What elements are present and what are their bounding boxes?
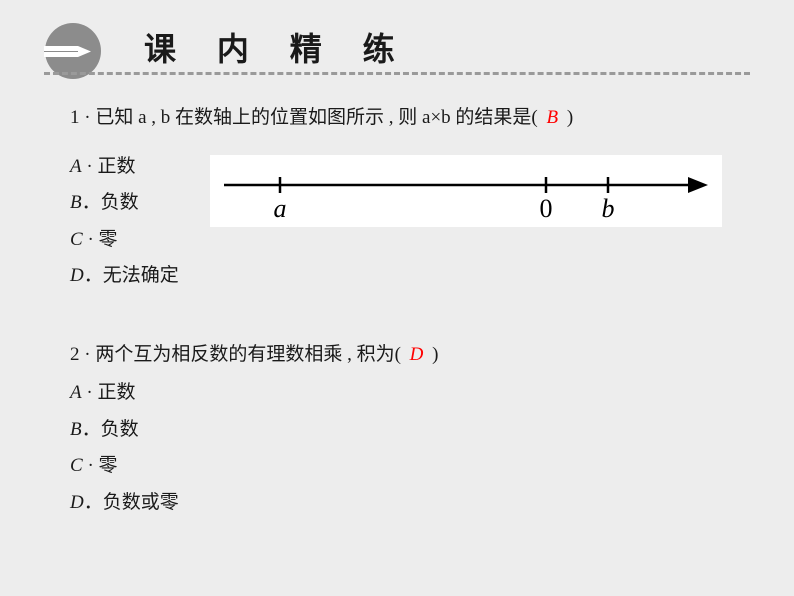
q2-stem: 2 · 两个互为相反数的有理数相乘 , 积为( D ) [70, 341, 744, 370]
section-header: 课 内 精 练 [44, 28, 750, 78]
q1-stem-suffix: ) [567, 107, 573, 128]
option-label: C [70, 229, 83, 250]
option-label: D [70, 492, 84, 513]
q2-stem-suffix: ) [432, 344, 438, 365]
q2-option-c: C · 零 [70, 452, 744, 481]
arrow-right-icon [688, 177, 708, 193]
q1-options: A · 正数 B．负数 C · 零 D．无法确定 a 0 b [70, 153, 744, 291]
q2-option-b: B．负数 [70, 416, 744, 445]
q1-stem: 1 · 已知 a , b 在数轴上的位置如图所示 , 则 a×b 的结果是( B… [70, 104, 744, 133]
q2-block: 2 · 两个互为相反数的有理数相乘 , 积为( D ) A · 正数 B．负数 … [70, 341, 744, 518]
q1-answer: B [547, 107, 559, 128]
q2-option-a: A · 正数 [70, 379, 744, 408]
option-label: C [70, 455, 83, 476]
label-a: a [274, 194, 287, 223]
option-label: B [70, 419, 82, 440]
option-label: D [70, 265, 84, 286]
number-line-svg: a 0 b [210, 155, 722, 227]
q2-stem-prefix: 2 · 两个互为相反数的有理数相乘 , 积为( [70, 344, 401, 365]
label-b: b [602, 194, 615, 223]
label-0: 0 [540, 194, 553, 223]
q1-option-d: D．无法确定 [70, 262, 744, 291]
section-title: 课 内 精 练 [144, 24, 411, 70]
q2-answer: D [410, 344, 424, 365]
q1-option-c: C · 零 [70, 226, 744, 255]
content-area: 1 · 已知 a , b 在数轴上的位置如图所示 , 则 a×b 的结果是( B… [70, 100, 744, 525]
number-line-figure: a 0 b [210, 155, 722, 227]
header-divider [44, 72, 750, 75]
q1-stem-prefix: 1 · 已知 a , b 在数轴上的位置如图所示 , 则 a×b 的结果是( [70, 107, 538, 128]
option-label: A [70, 382, 82, 403]
option-label: A [70, 156, 82, 177]
q2-option-d: D．负数或零 [70, 489, 744, 518]
option-label: B [70, 192, 82, 213]
